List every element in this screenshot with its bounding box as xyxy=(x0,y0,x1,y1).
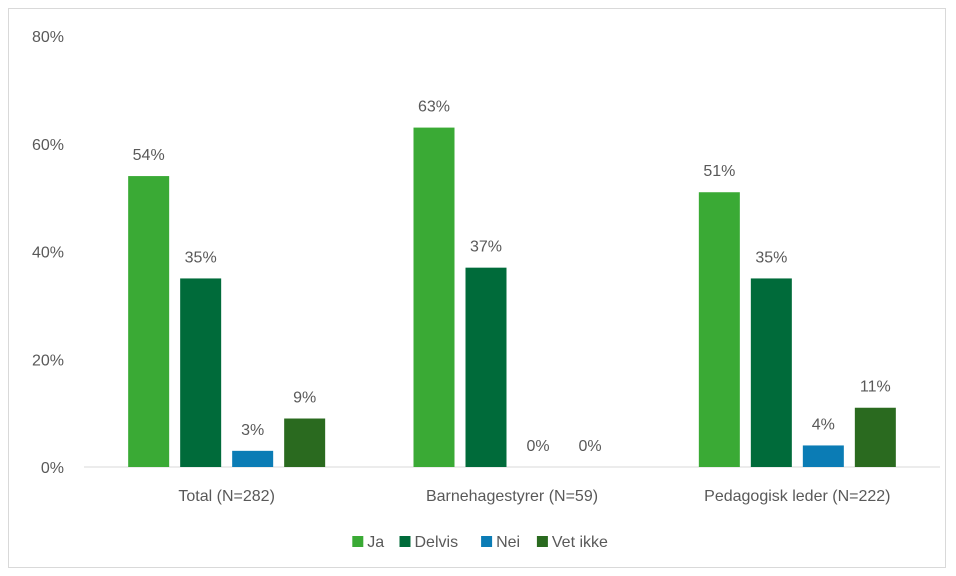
bar xyxy=(180,278,222,467)
bar xyxy=(854,407,896,467)
bar xyxy=(698,192,740,468)
category-label: Total (N=282) xyxy=(178,488,275,505)
legend-label: Delvis xyxy=(415,534,459,551)
data-label: 35% xyxy=(185,249,217,266)
y-tick-label: 40% xyxy=(32,245,64,262)
bar xyxy=(413,127,455,468)
category-label: Pedagogisk leder (N=222) xyxy=(704,488,890,505)
y-tick-label: 0% xyxy=(41,460,64,477)
y-tick-label: 20% xyxy=(32,352,64,369)
data-label: 0% xyxy=(526,438,549,455)
data-label: 11% xyxy=(860,379,891,396)
bar xyxy=(128,176,170,467)
bar xyxy=(750,278,792,467)
legend-swatch xyxy=(536,536,548,547)
legend-swatch xyxy=(399,536,411,547)
data-label: 51% xyxy=(703,163,735,180)
data-label: 63% xyxy=(418,99,450,116)
data-label: 0% xyxy=(578,438,601,455)
category-label: Barnehagestyrer (N=59) xyxy=(426,488,598,505)
legend-label: Nei xyxy=(496,534,520,551)
legend-label: Ja xyxy=(367,534,384,551)
y-tick-label: 60% xyxy=(32,137,64,154)
data-label: 35% xyxy=(755,249,787,266)
data-label: 3% xyxy=(241,422,264,439)
y-tick-label: 80% xyxy=(32,29,64,46)
legend-swatch xyxy=(352,536,364,547)
bar xyxy=(465,267,507,467)
legend-swatch xyxy=(481,536,493,547)
data-label: 54% xyxy=(133,147,165,164)
bar xyxy=(284,418,326,467)
legend-label: Vet ikke xyxy=(552,534,608,551)
data-label: 37% xyxy=(470,239,502,256)
data-label: 4% xyxy=(812,416,835,433)
data-label: 9% xyxy=(293,390,316,407)
bar xyxy=(232,450,274,467)
bar xyxy=(802,445,844,467)
